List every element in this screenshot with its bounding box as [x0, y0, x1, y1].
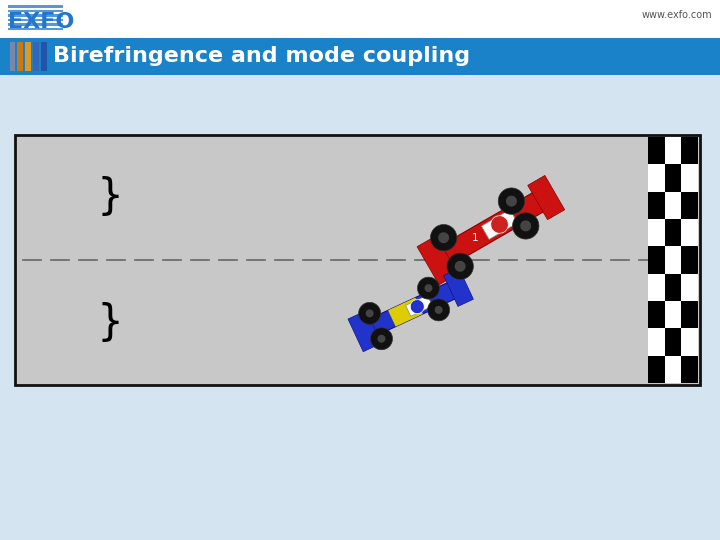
Polygon shape	[348, 310, 382, 352]
Bar	[681, 328, 698, 356]
Circle shape	[431, 225, 457, 251]
Circle shape	[371, 328, 392, 350]
Bar	[8, 5, 63, 8]
Bar	[665, 301, 681, 328]
Bar	[648, 301, 665, 328]
Bar	[665, 246, 681, 274]
Circle shape	[359, 302, 381, 325]
Circle shape	[454, 261, 466, 272]
Circle shape	[428, 299, 449, 321]
Bar	[665, 274, 681, 301]
Bar	[648, 328, 665, 356]
Bar	[25, 42, 31, 71]
Polygon shape	[417, 235, 458, 285]
Circle shape	[438, 232, 449, 243]
Bar	[648, 137, 665, 164]
Polygon shape	[405, 295, 433, 316]
Bar	[665, 356, 681, 383]
Text: www.exfo.com: www.exfo.com	[642, 10, 712, 20]
Bar	[41, 42, 47, 71]
Polygon shape	[388, 298, 423, 327]
Bar	[8, 18, 63, 21]
Bar	[648, 219, 665, 246]
Bar	[665, 328, 681, 356]
Circle shape	[506, 195, 517, 207]
Bar	[681, 301, 698, 328]
Bar	[681, 274, 698, 301]
Polygon shape	[444, 268, 473, 306]
Polygon shape	[528, 176, 564, 220]
Circle shape	[491, 215, 508, 233]
Text: 1: 1	[472, 233, 479, 243]
Circle shape	[513, 213, 539, 239]
Bar	[681, 137, 698, 164]
Bar	[681, 219, 698, 246]
Bar	[665, 137, 681, 164]
Bar	[15, 135, 700, 385]
Bar	[648, 356, 665, 383]
Circle shape	[435, 306, 443, 314]
Bar	[8, 10, 63, 12]
Text: EXFO: EXFO	[8, 12, 74, 32]
Circle shape	[425, 284, 433, 292]
Text: Birefringence and mode coupling: Birefringence and mode coupling	[53, 46, 470, 66]
Bar	[665, 164, 681, 192]
Circle shape	[418, 277, 439, 299]
Circle shape	[498, 188, 525, 214]
Bar	[0, 38, 720, 75]
Bar	[681, 246, 698, 274]
Bar	[33, 42, 39, 71]
Bar	[648, 192, 665, 219]
Bar	[665, 219, 681, 246]
Bar	[681, 192, 698, 219]
Text: }: }	[97, 301, 122, 343]
Bar	[8, 23, 63, 25]
Circle shape	[377, 335, 385, 343]
Text: }: }	[97, 177, 122, 219]
Bar	[681, 356, 698, 383]
Bar	[648, 164, 665, 192]
Polygon shape	[356, 283, 462, 341]
Bar	[10, 42, 15, 71]
Bar	[648, 274, 665, 301]
Bar	[665, 192, 681, 219]
Bar	[8, 28, 63, 30]
Bar	[17, 42, 23, 71]
Circle shape	[447, 253, 473, 280]
Polygon shape	[428, 192, 551, 273]
Bar	[648, 246, 665, 274]
Bar	[0, 0, 720, 38]
Circle shape	[521, 220, 531, 231]
Polygon shape	[482, 210, 518, 239]
Bar	[8, 14, 63, 17]
Bar	[0, 75, 720, 540]
Circle shape	[410, 300, 424, 314]
Circle shape	[366, 309, 374, 318]
Bar	[681, 164, 698, 192]
